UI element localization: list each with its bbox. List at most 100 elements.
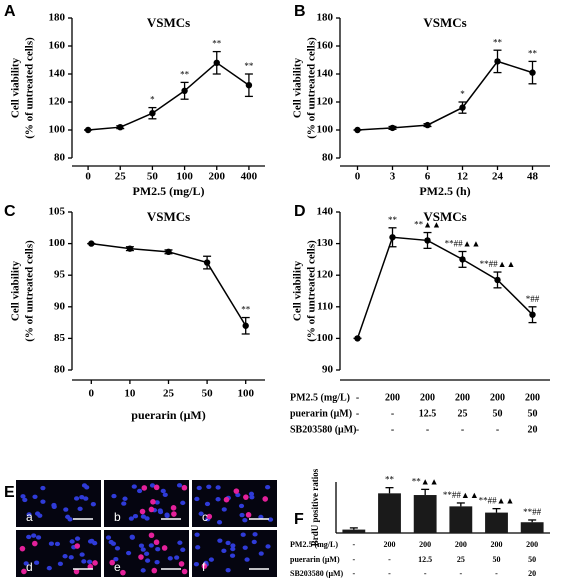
nucleus — [154, 559, 160, 565]
nucleus — [230, 546, 236, 552]
significance-label: ** — [244, 61, 254, 71]
brdu-nucleus — [181, 484, 188, 491]
x-tick-label: 0 — [89, 388, 95, 400]
panel-label: C — [4, 203, 16, 220]
table-cell: - — [426, 424, 429, 435]
table-cell: 200 — [491, 540, 503, 549]
nucleus — [193, 561, 200, 567]
nucleus — [34, 560, 40, 565]
y-tick-label: 100 — [317, 332, 334, 344]
nucleus — [108, 539, 114, 545]
nucleus — [177, 540, 183, 545]
nucleus — [113, 556, 119, 562]
y-axis-label: Cell viability — [10, 260, 22, 321]
brdu-nucleus — [245, 512, 252, 518]
point — [181, 87, 188, 95]
nucleus — [105, 535, 112, 540]
table-cell: - — [356, 392, 359, 403]
significance-label: ** — [180, 69, 190, 79]
brdu-nucleus — [32, 540, 38, 547]
x-tick-label: 400 — [241, 171, 258, 183]
y-tick-label: 105 — [49, 206, 66, 218]
nucleus — [249, 494, 255, 500]
nucleus — [65, 514, 71, 520]
point — [88, 240, 95, 247]
table-cell: - — [388, 569, 391, 578]
x-axis-label: puerarin (μM) — [131, 408, 205, 422]
brdu-nucleus — [170, 505, 177, 511]
significance-label: ** — [241, 305, 251, 315]
nucleus — [221, 507, 227, 512]
brdu-nucleus — [19, 545, 26, 552]
x-axis-label: PM2.5 (mg/L) — [133, 184, 205, 198]
significance-label: **##▲▲ — [445, 239, 481, 249]
nucleus — [22, 497, 28, 503]
brdu-nucleus — [181, 568, 188, 575]
y-axis-label: Cell viability — [10, 57, 22, 118]
table-cell: - — [391, 424, 394, 435]
line — [91, 242, 247, 327]
point — [459, 104, 466, 111]
significance-label: ** — [493, 37, 503, 47]
nucleus — [140, 568, 146, 573]
y-tick-label: 120 — [49, 96, 66, 108]
point — [494, 276, 501, 284]
y-tick-label: 80 — [54, 364, 66, 376]
tile-label: f — [202, 560, 206, 574]
x-tick-label: 50 — [202, 388, 214, 400]
nucleus — [162, 492, 168, 498]
y-axis-label: (% of untreated cells) — [24, 240, 36, 342]
nucleus — [37, 513, 43, 518]
x-tick-label: 6 — [425, 171, 431, 183]
nucleus — [26, 512, 32, 517]
x-tick-label: 25 — [115, 171, 127, 183]
y-axis-label: Cell viability — [292, 260, 304, 321]
nucleus — [167, 556, 173, 561]
point — [424, 121, 431, 129]
tile-label: e — [114, 560, 121, 574]
panel-label: D — [294, 203, 306, 220]
nucleus — [267, 517, 274, 522]
y-axis-label: BrdU positive ratios — [310, 468, 320, 546]
table-cell: 200 — [419, 540, 431, 549]
nucleus — [87, 559, 93, 564]
nucleus — [54, 541, 61, 547]
nucleus — [164, 513, 170, 519]
bar — [520, 522, 544, 533]
y-tick-label: 85 — [54, 332, 66, 344]
significance-label: * — [460, 89, 465, 99]
table-cell: - — [424, 569, 427, 578]
brdu-nucleus — [148, 506, 155, 513]
nucleus — [251, 539, 257, 545]
brdu-nucleus — [151, 567, 158, 574]
point — [117, 124, 124, 131]
line — [356, 236, 534, 339]
y-axis-label: (% of untreated cells) — [306, 240, 318, 342]
x-tick-label: 100 — [237, 388, 254, 400]
nucleus — [74, 496, 80, 501]
nucleus — [90, 502, 96, 507]
brdu-nucleus — [74, 543, 81, 549]
nucleus — [238, 503, 245, 509]
x-tick-label: 200 — [209, 171, 226, 183]
table-cell: 200 — [526, 540, 538, 549]
brdu-nucleus — [161, 545, 168, 551]
panel-label: F — [294, 511, 304, 528]
table-cell: 200 — [455, 392, 470, 403]
nucleus — [194, 496, 200, 502]
x-axis-label: PM2.5 (h) — [419, 184, 470, 198]
nucleus — [138, 543, 145, 548]
nucleus — [83, 496, 89, 501]
significance-label: ** — [528, 48, 538, 58]
nucleus — [126, 550, 132, 556]
brdu-nucleus — [21, 568, 27, 575]
significance-label: **##▲▲ — [480, 259, 516, 269]
nucleus — [46, 565, 52, 571]
y-tick-label: 80 — [322, 152, 334, 164]
nucleus — [176, 483, 183, 488]
nucleus — [63, 507, 69, 512]
nucleus — [198, 511, 204, 516]
point — [242, 322, 249, 329]
brdu-nucleus — [201, 563, 208, 569]
